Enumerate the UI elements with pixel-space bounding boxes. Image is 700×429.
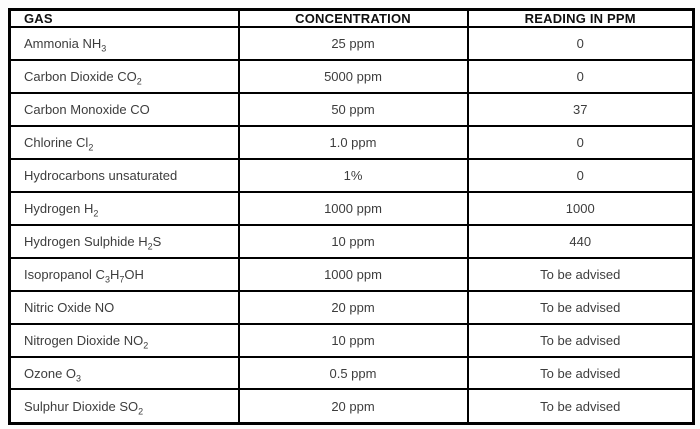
reading-ppm-cell: 0	[466, 157, 695, 193]
column-header-gas: GAS	[8, 8, 240, 28]
gas-name-cell: Ozone O3	[8, 355, 240, 391]
gas-name-cell: Carbon Dioxide CO2	[8, 58, 240, 94]
reading-ppm-cell: To be advised	[466, 289, 695, 325]
gas-name-cell: Nitric Oxide NO	[8, 289, 240, 325]
gas-name-text: Isopropanol C	[24, 266, 105, 282]
reading-ppm-cell: 0	[466, 58, 695, 94]
chemical-formula-subscript: 2	[147, 241, 153, 252]
gas-name-text: S	[152, 233, 162, 249]
concentration-cell: 20 ppm	[237, 289, 469, 325]
gas-name-text: Hydrogen H	[24, 200, 94, 216]
table-row: Sulphur Dioxide SO2 20 ppm To be advised	[8, 388, 695, 425]
table-body: Ammonia NH3 25 ppm 0 Carbon Dioxide CO2 5000…	[8, 26, 695, 425]
table-row: Hydrogen H2 1000 ppm 1000	[8, 190, 695, 226]
concentration-cell: 10 ppm	[237, 223, 469, 259]
gas-name-text: Ammonia NH	[24, 35, 102, 51]
concentration-cell: 1000 ppm	[237, 256, 469, 292]
gas-name-cell: Hydrogen Sulphide H2S	[8, 223, 240, 259]
table-row: Nitric Oxide NO 20 ppm To be advised	[8, 289, 695, 325]
chemical-formula-subscript: 3	[101, 43, 107, 54]
table-header-row: GAS CONCENTRATION READING IN PPM	[8, 8, 695, 28]
chemical-formula-subscript: 7	[119, 274, 125, 285]
reading-ppm-cell: 0	[466, 124, 695, 160]
gas-name-cell: Isopropanol C3H7OH	[8, 256, 240, 292]
gas-readings-table: GAS CONCENTRATION READING IN PPM Ammonia…	[8, 8, 695, 425]
gas-name-text: Sulphur Dioxide SO	[24, 398, 139, 414]
table-row: Isopropanol C3H7OH 1000 ppm To be advised	[8, 256, 695, 292]
gas-name-text: H	[109, 266, 120, 282]
gas-name-cell: Hydrocarbons unsaturated	[8, 157, 240, 193]
table-row: Carbon Dioxide CO2 5000 ppm 0	[8, 58, 695, 94]
column-header-concentration: CONCENTRATION	[237, 8, 469, 28]
reading-ppm-cell: 440	[466, 223, 695, 259]
reading-ppm-cell: To be advised	[466, 388, 695, 425]
concentration-cell: 20 ppm	[237, 388, 469, 425]
gas-name-cell: Hydrogen H2	[8, 190, 240, 226]
column-header-reading: READING IN PPM	[466, 8, 695, 28]
chemical-formula-subscript: 2	[138, 406, 144, 417]
table-row: Ammonia NH3 25 ppm 0	[8, 26, 695, 61]
chemical-formula-subscript: 2	[88, 142, 94, 153]
gas-name-text: Chlorine Cl	[24, 134, 89, 150]
table-row: Hydrogen Sulphide H2S 10 ppm 440	[8, 223, 695, 259]
concentration-cell: 1.0 ppm	[237, 124, 469, 160]
gas-name-text: Nitrogen Dioxide NO	[24, 332, 144, 348]
chemical-formula-subscript: 2	[143, 340, 149, 351]
concentration-cell: 1%	[237, 157, 469, 193]
concentration-cell: 10 ppm	[237, 322, 469, 358]
gas-name-cell: Nitrogen Dioxide NO2	[8, 322, 240, 358]
gas-name-text: Nitric Oxide NO	[24, 299, 115, 315]
gas-name-cell: Carbon Monoxide CO	[8, 91, 240, 127]
reading-ppm-cell: To be advised	[466, 355, 695, 391]
table-row: Hydrocarbons unsaturated 1% 0	[8, 157, 695, 193]
reading-ppm-cell: 37	[466, 91, 695, 127]
concentration-cell: 50 ppm	[237, 91, 469, 127]
gas-name-text: Carbon Dioxide CO	[24, 68, 137, 84]
reading-ppm-cell: 1000	[466, 190, 695, 226]
concentration-cell: 1000 ppm	[237, 190, 469, 226]
reading-ppm-cell: 0	[466, 26, 695, 61]
table-row: Nitrogen Dioxide NO2 10 ppm To be advised	[8, 322, 695, 358]
concentration-cell: 5000 ppm	[237, 58, 469, 94]
concentration-cell: 0.5 ppm	[237, 355, 469, 391]
reading-ppm-cell: To be advised	[466, 256, 695, 292]
concentration-cell: 25 ppm	[237, 26, 469, 61]
gas-name-text: Carbon Monoxide CO	[24, 101, 150, 117]
chemical-formula-subscript: 3	[76, 373, 82, 384]
table-row: Carbon Monoxide CO 50 ppm 37	[8, 91, 695, 127]
reading-ppm-cell: To be advised	[466, 322, 695, 358]
gas-name-text: Ozone O	[24, 365, 77, 381]
chemical-formula-subscript: 2	[93, 208, 99, 219]
gas-name-cell: Sulphur Dioxide SO2	[8, 388, 240, 425]
table-row: Ozone O3 0.5 ppm To be advised	[8, 355, 695, 391]
gas-name-cell: Chlorine Cl2	[8, 124, 240, 160]
table-row: Chlorine Cl2 1.0 ppm 0	[8, 124, 695, 160]
gas-name-text: Hydrogen Sulphide H	[24, 233, 148, 249]
gas-name-text: Hydrocarbons unsaturated	[24, 167, 178, 183]
chemical-formula-subscript: 2	[136, 76, 142, 87]
gas-name-cell: Ammonia NH3	[8, 26, 240, 61]
chemical-formula-subscript: 3	[104, 274, 110, 285]
gas-name-text: OH	[124, 266, 144, 282]
